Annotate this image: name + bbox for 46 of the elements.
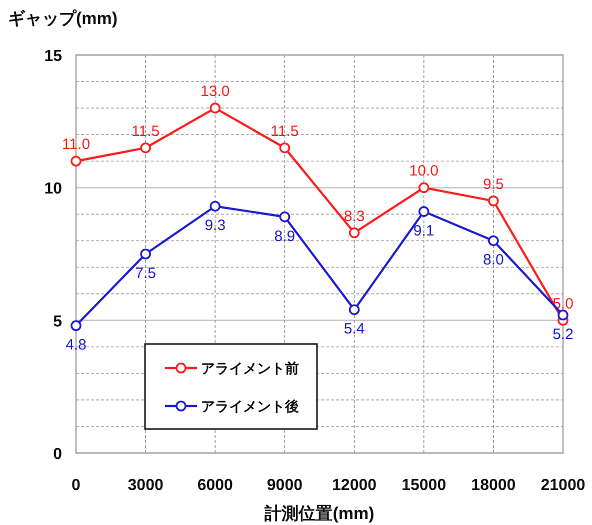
x-tick-label: 3000 — [128, 477, 164, 494]
data-label: 11.0 — [62, 136, 90, 154]
point — [279, 142, 290, 154]
y-axis-title: ギャップ(mm) — [8, 9, 118, 28]
x-tick-label: 18000 — [471, 477, 516, 494]
y-tick-label: 5 — [53, 313, 62, 330]
x-tick-label: 15000 — [402, 477, 446, 494]
legend-label: アライメント前 — [201, 360, 299, 376]
y-tick-label: 10 — [44, 180, 62, 198]
y-tick-label: 15 — [44, 48, 62, 65]
x-tick-label: 12000 — [332, 477, 377, 494]
x-tick-label: 9000 — [266, 477, 303, 494]
x-axis-title: 計測位置(mm) — [264, 504, 374, 523]
point — [418, 182, 430, 194]
point — [418, 206, 430, 217]
point — [140, 248, 151, 260]
data-label: 10.0 — [409, 162, 438, 180]
data-label: 9.3 — [204, 217, 226, 234]
x-tick-label: 0 — [72, 477, 81, 494]
data-label: 9.5 — [483, 176, 504, 193]
data-label: 5.4 — [344, 320, 365, 338]
data-label: 7.5 — [135, 265, 156, 282]
data-label: 8.9 — [274, 228, 296, 245]
point — [210, 102, 221, 114]
point — [488, 235, 499, 246]
point — [348, 304, 360, 316]
point — [210, 200, 221, 212]
point — [140, 142, 151, 154]
point — [558, 310, 568, 320]
y-tick-label: 0 — [53, 446, 62, 463]
data-label: 4.8 — [66, 336, 86, 354]
point — [70, 156, 82, 167]
data-label: 8.0 — [483, 252, 504, 269]
data-label: 11.5 — [132, 122, 160, 140]
x-tick-label: 6000 — [197, 477, 234, 494]
data-label: 11.5 — [270, 122, 299, 140]
point — [279, 211, 290, 222]
data-label: 13.0 — [200, 83, 230, 100]
point — [348, 227, 360, 238]
data-label: 8.3 — [344, 208, 365, 225]
x-tick-label: 21000 — [540, 477, 586, 494]
data-label: 9.1 — [413, 222, 434, 240]
legend-label: アライメント後 — [201, 398, 299, 414]
data-label: 5.2 — [552, 326, 574, 344]
point — [488, 196, 499, 206]
point — [70, 320, 82, 332]
